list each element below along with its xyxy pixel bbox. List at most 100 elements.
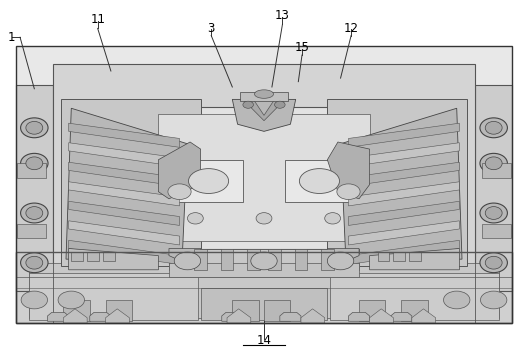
- Ellipse shape: [337, 184, 360, 200]
- Polygon shape: [232, 99, 296, 131]
- Bar: [268, 248, 281, 270]
- Bar: [194, 248, 207, 270]
- Polygon shape: [412, 309, 436, 323]
- Polygon shape: [327, 248, 359, 270]
- Ellipse shape: [485, 121, 502, 134]
- Bar: [53, 64, 475, 277]
- Text: 3: 3: [208, 22, 215, 35]
- Polygon shape: [348, 312, 370, 321]
- Polygon shape: [348, 162, 459, 186]
- Polygon shape: [61, 99, 201, 266]
- Bar: [482, 224, 511, 238]
- Bar: [221, 248, 233, 270]
- Polygon shape: [227, 309, 251, 323]
- Polygon shape: [69, 123, 180, 147]
- Polygon shape: [341, 108, 462, 259]
- Polygon shape: [301, 309, 325, 323]
- Bar: [247, 248, 260, 270]
- Text: 1: 1: [8, 31, 15, 44]
- Bar: [17, 163, 46, 178]
- Bar: [16, 46, 512, 323]
- Polygon shape: [66, 108, 187, 259]
- Polygon shape: [69, 248, 158, 270]
- Bar: [475, 85, 512, 291]
- Ellipse shape: [21, 203, 48, 223]
- Bar: [169, 263, 359, 277]
- Ellipse shape: [26, 256, 43, 269]
- Ellipse shape: [174, 252, 201, 270]
- Ellipse shape: [275, 101, 285, 108]
- Polygon shape: [222, 312, 243, 321]
- Bar: [378, 252, 389, 261]
- Ellipse shape: [26, 121, 43, 134]
- Polygon shape: [69, 221, 180, 245]
- Ellipse shape: [299, 169, 340, 193]
- Ellipse shape: [26, 207, 43, 219]
- Ellipse shape: [485, 256, 502, 269]
- Polygon shape: [69, 182, 180, 206]
- Polygon shape: [106, 309, 129, 323]
- Bar: [106, 300, 132, 321]
- Bar: [71, 252, 83, 261]
- Bar: [103, 252, 115, 261]
- Ellipse shape: [480, 291, 507, 309]
- Bar: [240, 92, 288, 101]
- Bar: [16, 46, 512, 323]
- Polygon shape: [69, 201, 180, 225]
- Polygon shape: [348, 182, 459, 206]
- Polygon shape: [69, 162, 180, 186]
- Ellipse shape: [21, 118, 48, 138]
- Polygon shape: [158, 142, 201, 199]
- Polygon shape: [69, 143, 180, 167]
- Bar: [359, 300, 385, 321]
- Polygon shape: [370, 248, 459, 270]
- Polygon shape: [327, 99, 467, 266]
- Bar: [482, 163, 511, 178]
- Polygon shape: [348, 240, 459, 264]
- Text: 14: 14: [257, 334, 271, 346]
- Ellipse shape: [325, 213, 341, 224]
- Bar: [174, 160, 243, 202]
- Ellipse shape: [58, 291, 84, 309]
- Ellipse shape: [21, 291, 48, 309]
- Polygon shape: [348, 201, 459, 225]
- Bar: [29, 263, 499, 318]
- Bar: [201, 288, 327, 320]
- Polygon shape: [243, 99, 285, 121]
- Polygon shape: [90, 312, 111, 321]
- Ellipse shape: [187, 213, 203, 224]
- Polygon shape: [370, 309, 393, 323]
- Polygon shape: [348, 221, 459, 245]
- Bar: [158, 114, 370, 241]
- Bar: [16, 252, 512, 323]
- Ellipse shape: [256, 213, 272, 224]
- Ellipse shape: [480, 118, 507, 138]
- Polygon shape: [391, 312, 412, 321]
- Ellipse shape: [21, 153, 48, 173]
- Bar: [295, 248, 307, 270]
- Bar: [17, 224, 46, 238]
- Bar: [285, 160, 354, 202]
- Ellipse shape: [168, 184, 191, 200]
- Bar: [264, 300, 290, 321]
- Ellipse shape: [480, 203, 507, 223]
- Polygon shape: [69, 240, 180, 264]
- Text: 12: 12: [344, 22, 359, 35]
- Ellipse shape: [254, 90, 274, 98]
- Bar: [16, 252, 512, 323]
- Bar: [321, 248, 334, 270]
- Ellipse shape: [480, 253, 507, 273]
- Bar: [409, 252, 421, 261]
- Bar: [87, 252, 99, 261]
- Ellipse shape: [327, 252, 354, 270]
- Polygon shape: [48, 312, 69, 321]
- Bar: [148, 106, 380, 248]
- Polygon shape: [63, 309, 87, 323]
- Ellipse shape: [485, 207, 502, 219]
- Polygon shape: [327, 142, 370, 199]
- Bar: [169, 248, 359, 270]
- Bar: [232, 300, 259, 321]
- Ellipse shape: [188, 169, 229, 193]
- Ellipse shape: [485, 157, 502, 170]
- Text: 13: 13: [275, 10, 290, 22]
